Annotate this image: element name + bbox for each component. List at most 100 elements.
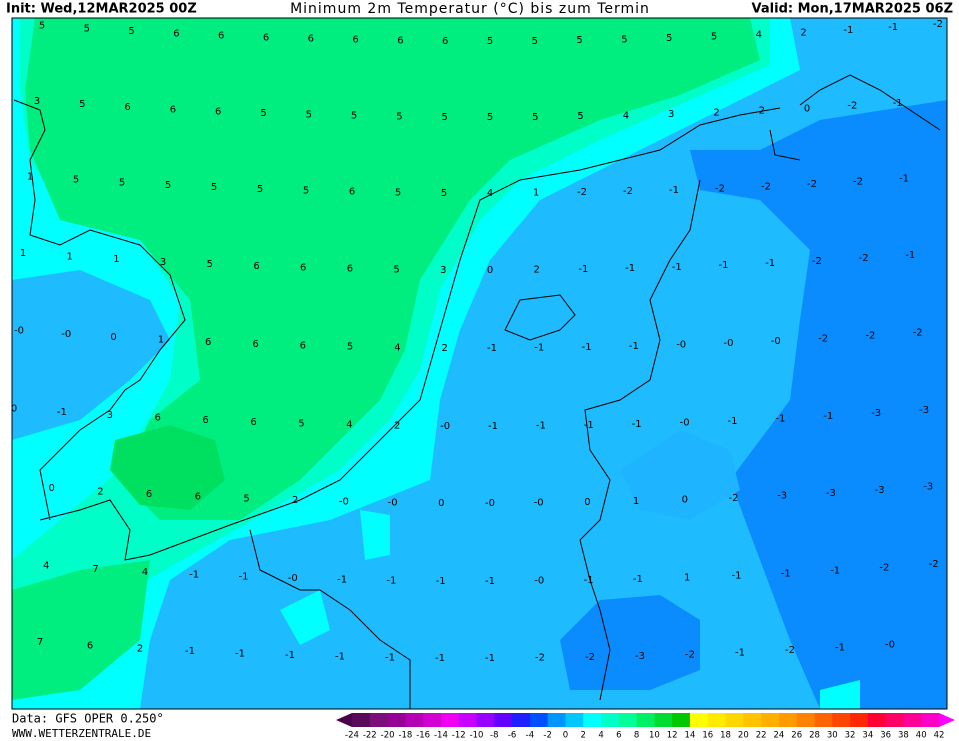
grid-value: -1	[235, 648, 245, 659]
color-bar-label: 26	[791, 731, 802, 741]
color-bar-label: 38	[898, 731, 909, 741]
color-swatch	[672, 713, 691, 727]
color-bar-label: -16	[416, 731, 430, 741]
grid-value: 0	[487, 265, 493, 276]
grid-value: 5	[532, 112, 538, 123]
color-bar-label: -2	[543, 731, 551, 741]
grid-value: 4	[487, 188, 493, 199]
grid-value: 5	[441, 188, 447, 199]
grid-value: 0	[682, 495, 688, 506]
grid-value: 6	[173, 28, 179, 39]
color-bar-label: 30	[827, 731, 838, 741]
grid-value: -1	[337, 574, 347, 585]
grid-value: 6	[253, 261, 259, 272]
grid-value: 6	[300, 262, 306, 273]
grid-value: -1	[335, 651, 345, 662]
grid-value: -0	[61, 329, 71, 340]
coastline	[769, 74, 941, 161]
grid-value: -2	[623, 186, 633, 197]
grid-value: -1	[669, 185, 679, 196]
grid-value: -0	[724, 338, 734, 349]
color-bar-label: -12	[452, 731, 466, 741]
grid-value: 2	[713, 107, 719, 118]
over-arrow	[939, 713, 955, 727]
color-bar-label: 36	[880, 731, 891, 741]
color-bar-label: 14	[685, 731, 696, 741]
grid-value: -3	[826, 488, 836, 499]
grid-value: -2	[929, 559, 939, 570]
grid-value: 5	[576, 35, 582, 46]
grid-value: -0	[339, 496, 349, 507]
color-bar-label: 10	[649, 731, 660, 741]
grid-value: 5	[211, 182, 217, 193]
field-warm	[12, 560, 150, 700]
grid-value: 5	[393, 264, 399, 275]
field-cool	[12, 270, 170, 440]
grid-value: -1	[534, 343, 544, 354]
color-bar-label: 22	[756, 731, 767, 741]
grid-value: 6	[170, 104, 176, 115]
grid-value: 4	[142, 567, 148, 578]
grid-value: 5	[84, 23, 90, 34]
color-swatch	[547, 713, 566, 727]
grid-value: 5	[303, 186, 309, 197]
grid-value: 5	[532, 36, 538, 47]
grid-value: -3	[777, 491, 787, 502]
grid-value: 5	[351, 111, 357, 122]
grid-value: -2	[807, 179, 817, 190]
grid-value: -2	[761, 181, 771, 192]
color-swatch	[796, 713, 815, 727]
grid-value: 2	[292, 495, 298, 506]
color-swatch	[529, 713, 549, 727]
grid-value: 5	[73, 175, 79, 186]
grid-value: 4	[43, 561, 49, 572]
grid-value: 6	[146, 489, 152, 500]
grid-value: 0	[584, 497, 590, 508]
grid-value: 6	[442, 36, 448, 47]
grid-value: -1	[485, 653, 495, 664]
grid-value: -3	[635, 651, 645, 662]
grid-value: -2	[818, 333, 828, 344]
grid-value: 5	[442, 112, 448, 123]
grid-value: 5	[257, 184, 263, 195]
grid-value: 6	[349, 187, 355, 198]
field-cold	[560, 595, 700, 690]
grid-value: -3	[871, 408, 881, 419]
color-bar-label: 6	[616, 731, 621, 741]
grid-value: -2	[535, 653, 545, 664]
grid-value: 7	[37, 637, 43, 648]
grid-value: 5	[165, 180, 171, 191]
grid-value: -1	[185, 646, 195, 657]
coastline	[13, 99, 186, 521]
grid-value: 1	[533, 188, 539, 199]
grid-value: 2	[97, 486, 103, 497]
grid-value: 3	[160, 257, 166, 268]
grid-value: 1	[27, 171, 33, 182]
color-bar-label: 0	[563, 731, 568, 741]
grid-value: 5	[298, 418, 304, 429]
color-bar-label: -14	[434, 731, 448, 741]
grid-value: -1	[775, 414, 785, 425]
color-swatch	[476, 713, 495, 727]
grid-value: 6	[263, 32, 269, 43]
grid-value: -1	[536, 421, 546, 432]
grid-value: 6	[250, 417, 256, 428]
grid-value: 1	[633, 496, 639, 507]
color-swatch	[832, 713, 851, 727]
grid-value: -1	[385, 652, 395, 663]
grid-value: -1	[632, 419, 642, 430]
grid-value: 5	[79, 99, 85, 110]
grid-value: 6	[155, 413, 161, 424]
grid-value: 5	[487, 36, 493, 47]
coastline	[504, 294, 576, 341]
grid-value: 2	[759, 106, 765, 117]
grid-value: 6	[347, 264, 353, 275]
grid-value: -1	[893, 98, 903, 109]
grid-value: 6	[252, 339, 258, 350]
grid-value: -1	[899, 173, 909, 184]
color-bar-label: -22	[363, 731, 377, 741]
field-cool	[620, 430, 740, 520]
color-swatch	[583, 713, 602, 727]
grid-value: -1	[625, 263, 635, 274]
